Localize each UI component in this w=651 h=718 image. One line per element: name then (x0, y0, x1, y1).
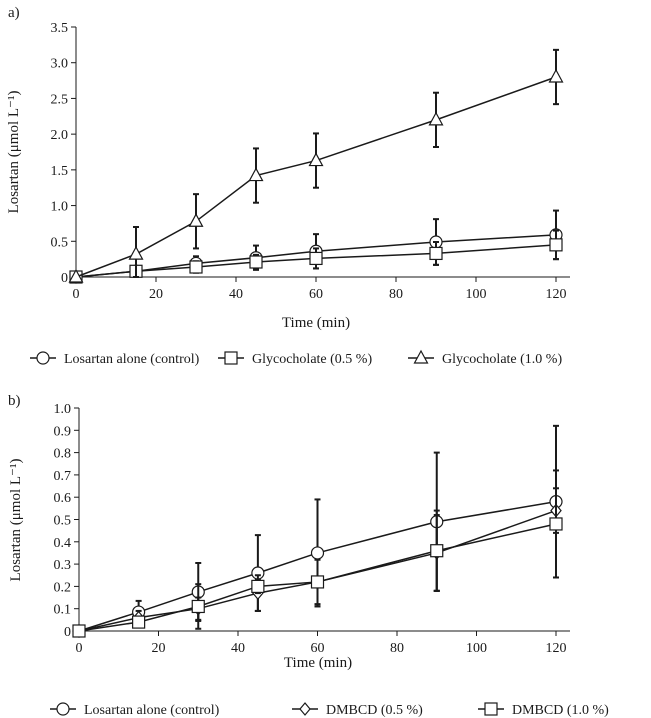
y-axis-title: Losartan (μmol L⁻¹) (6, 91, 22, 214)
y-tick-label: 0.2 (54, 580, 72, 595)
y-tick-label: 0.5 (54, 514, 72, 529)
legend-label: Glycocholate (1.0 %) (442, 352, 562, 367)
x-tick-label: 60 (311, 641, 325, 656)
x-tick-label: 40 (231, 641, 245, 656)
data-point (248, 167, 264, 182)
x-axis-title: Time (min) (284, 655, 352, 671)
x-tick-label: 60 (309, 287, 323, 302)
legend-marker (299, 702, 311, 716)
series-0 (72, 424, 563, 638)
data-point (251, 579, 265, 594)
y-tick-label: 1.0 (51, 200, 69, 215)
y-tick-label: 0.6 (54, 491, 72, 506)
panel-label: b) (8, 393, 21, 409)
y-tick-label: 0 (64, 625, 71, 640)
x-tick-label: 100 (466, 287, 487, 302)
legend-marker (413, 349, 429, 364)
legend-label: Glycocholate (0.5 %) (252, 352, 372, 367)
y-tick-label: 0.8 (54, 447, 72, 462)
x-tick-label: 20 (149, 287, 163, 302)
panel-a-chart: a) 0 0.5 1.0 1.5 2.0 2.5 3.0 3.5 0 20 40 60 80 100 120 T… (6, 5, 570, 367)
x-tick-label: 0 (73, 287, 80, 302)
x-tick-label: 120 (546, 287, 567, 302)
legend: Losartan alone (control) DMBCD (0.5 %) DMB… (50, 702, 609, 718)
x-tick-label: 120 (546, 641, 567, 656)
data-point (430, 544, 444, 558)
y-tick-label: 2.0 (51, 128, 69, 143)
y-tick-label: 1.5 (51, 164, 69, 179)
data-point (549, 238, 563, 252)
x-tick-label: 0 (76, 641, 83, 656)
data-point (429, 246, 443, 261)
data-point (68, 268, 84, 283)
x-tick-label: 100 (466, 641, 487, 656)
legend-label: DMBCD (1.0 %) (512, 703, 609, 718)
series-2 (72, 469, 563, 638)
data-point (548, 68, 564, 83)
legend-label: Losartan alone (control) (64, 352, 200, 367)
legend-marker (484, 702, 498, 716)
data-point (191, 599, 205, 614)
y-tick-label: 0.1 (54, 603, 72, 618)
legend-marker (56, 702, 70, 716)
data-point (189, 260, 203, 274)
panel-b-chart: b) 0 0.1 0.2 0.3 0.4 0.5 0.6 0.7 0.8 0.9 1.0 0 20 40 60… (8, 393, 609, 718)
data-point (428, 111, 444, 126)
data-point (308, 152, 324, 167)
y-tick-label: 0.3 (54, 558, 72, 573)
x-tick-label: 40 (229, 287, 243, 302)
legend-label: Losartan alone (control) (84, 703, 220, 718)
legend-label: DMBCD (0.5 %) (326, 703, 423, 718)
data-point (549, 517, 563, 531)
y-axis-title: Losartan (μmol L⁻¹) (8, 459, 24, 582)
y-tick-label: 3.5 (51, 21, 69, 36)
y-tick-label: 0.9 (54, 424, 72, 439)
data-point (310, 575, 325, 589)
legend: Losartan alone (control) Glycocholate (0.… (30, 349, 562, 367)
y-tick-label: 0.7 (54, 469, 72, 484)
legend-marker (36, 351, 50, 365)
series-0 (69, 209, 563, 284)
data-point (128, 245, 144, 260)
data-point (249, 255, 263, 269)
data-point (132, 615, 146, 629)
y-tick-label: 0.5 (51, 235, 69, 250)
x-tick-label: 80 (390, 641, 404, 656)
data-point (310, 546, 325, 560)
y-tick-label: 1.0 (54, 402, 72, 417)
y-tick-label: 0.4 (54, 536, 72, 551)
panel-label: a) (8, 5, 20, 21)
y-tick-label: 3.0 (51, 57, 69, 72)
x-tick-label: 20 (152, 641, 166, 656)
series-2 (68, 48, 564, 283)
x-tick-label: 80 (389, 287, 403, 302)
legend-marker (224, 351, 238, 365)
y-tick-label: 2.5 (51, 92, 69, 107)
x-axis-title: Time (min) (282, 315, 350, 331)
data-point (309, 251, 323, 266)
y-tick-label: 0 (61, 271, 68, 286)
data-point (188, 213, 204, 227)
data-point (72, 624, 86, 638)
